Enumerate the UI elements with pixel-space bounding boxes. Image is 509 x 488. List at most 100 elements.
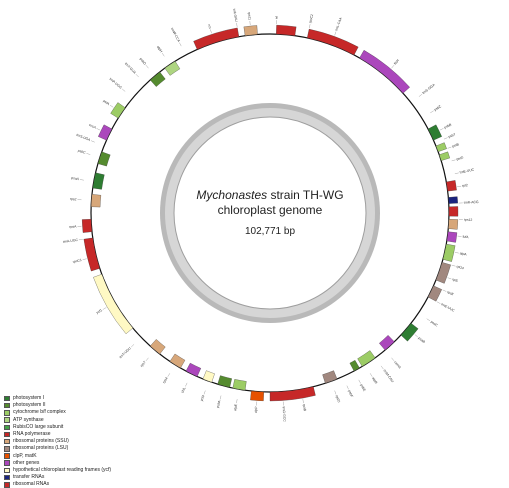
- gene-label-rpoC2: rpoC2: [308, 14, 314, 24]
- gene-tick-ycf1: [103, 308, 106, 310]
- gene-label-rps7: rps7: [139, 360, 146, 368]
- gene-block-rpoC1: [84, 238, 100, 271]
- gene-block-cemA: [379, 335, 394, 350]
- gene-label-rps11: rps11: [247, 12, 252, 21]
- legend-item: hypothetical chloroplast reading frames …: [4, 467, 204, 474]
- gene-label-atpH: atpH: [156, 45, 164, 54]
- gene-block-rpl5: [428, 286, 442, 301]
- gene-tick-psaA: [80, 179, 84, 180]
- gene-tick-psbZ: [430, 111, 433, 113]
- legend-item: clpP, matK: [4, 453, 204, 460]
- legend-swatch: [4, 446, 10, 452]
- gene-label-rpl20: rpl20: [335, 395, 341, 404]
- gene-label-psbF: psbF: [347, 389, 354, 398]
- gene-block-atpE: [233, 379, 247, 390]
- gene-label-rpl5: rpl5: [452, 277, 459, 283]
- gene-block-rrl: [276, 25, 296, 36]
- legend-item: cytochrome b/f complex: [4, 409, 204, 416]
- gene-tick-psbB: [440, 128, 444, 130]
- gene-block-psbD: [150, 72, 165, 87]
- gene-tick-psbC: [86, 153, 90, 154]
- gene-tick-trnE-UUC: [437, 302, 441, 304]
- genome-size: 102,771 bp: [170, 225, 370, 239]
- legend-swatch: [4, 403, 10, 409]
- legend-item: transfer RNAs: [4, 474, 204, 481]
- gene-label-rpl14: rpl14: [456, 264, 464, 270]
- legend-item: RubisCO large subunit: [4, 424, 204, 431]
- legend-swatch: [4, 460, 10, 466]
- gene-tick-psbF: [347, 386, 349, 390]
- gene-tick-psbT: [444, 138, 448, 140]
- gene-tick-rpoC1: [83, 259, 87, 260]
- legend-swatch: [4, 453, 10, 459]
- legend-item: photosystem II: [4, 402, 204, 409]
- gene-label-ccsA: ccsA: [88, 123, 97, 130]
- gene-label-trnR-ACG: trnR-ACG: [464, 200, 479, 205]
- gene-label-trnG-GCC: trnG-GCC: [282, 406, 287, 422]
- gene-label-psaC: psaC: [430, 320, 439, 328]
- gene-block-rpl: [446, 180, 456, 191]
- gene-tick-atpA: [455, 252, 459, 253]
- gene-tick-atpH: [162, 53, 164, 56]
- gene-tick-trnT-UGU: [131, 344, 134, 347]
- gene-block-rps12: [448, 219, 458, 229]
- gene-label-rrn: rrn: [207, 24, 212, 29]
- legend-swatch: [4, 410, 10, 416]
- gene-block-rps11: [244, 25, 258, 35]
- gene-block-rpoA: [82, 219, 92, 232]
- legend-label: transfer RNAs: [13, 474, 44, 481]
- legend-label: hypothetical chloroplast reading frames …: [13, 467, 111, 474]
- gene-label-rps4: rps4: [162, 376, 169, 384]
- gene-label-ycf1: ycf1: [96, 308, 103, 315]
- legend-label: photosystem I: [13, 395, 44, 402]
- gene-label-trnA-UGC: trnA-UGC: [63, 238, 79, 244]
- gene-label-ftsH: ftsH: [393, 58, 400, 66]
- gene-tick-rpoB: [303, 399, 304, 403]
- gene-label-trnS-UGA: trnS-UGA: [76, 133, 92, 142]
- gene-tick-psaC: [427, 319, 430, 321]
- legend-label: clpP, matK: [13, 453, 37, 460]
- gene-tick-ycf4: [204, 391, 205, 395]
- gene-tick-rpl20: [335, 391, 336, 395]
- gene-tick-trnI-GAU: [236, 23, 237, 27]
- legend-item: ATP synthase: [4, 417, 204, 424]
- gene-label-trnL-CAA: trnL-CAA: [334, 16, 343, 31]
- gene-block-ycf4: [203, 371, 215, 383]
- legend-label: ribosomal proteins (LSU): [13, 445, 68, 452]
- gene-block-rps7: [150, 339, 165, 354]
- legend-swatch: [4, 439, 10, 445]
- gene-tick-trnA-UGC: [79, 239, 83, 240]
- legend-label: other genes: [13, 460, 39, 467]
- gene-block-psaB: [401, 323, 418, 341]
- gene-label-trnE-UUC: trnE-UUC: [440, 302, 455, 313]
- gene-tick-petD: [452, 160, 456, 161]
- gene-block-petB: [436, 143, 447, 152]
- gene-block-petD: [439, 152, 450, 161]
- gene-tick-trnS-GGA: [419, 94, 422, 96]
- gene-tick-ccsA: [97, 128, 101, 130]
- gene-block-ccsA: [98, 125, 112, 140]
- gene-label-psbT: psbT: [448, 132, 457, 139]
- gene-label-psaB: psaB: [417, 336, 426, 345]
- legend-item: ribosomal proteins (LSU): [4, 445, 204, 452]
- gene-block-rpoB: [270, 387, 315, 401]
- gene-tick-psbE: [359, 380, 361, 384]
- gene-block-rrs: [449, 206, 458, 216]
- gene-tick-psaB: [415, 334, 418, 337]
- legend-item: other genes: [4, 460, 204, 467]
- legend-item: ribosomal proteins (SSU): [4, 438, 204, 445]
- legend-item: photosystem I: [4, 395, 204, 402]
- gene-label-psbB: psbB: [443, 122, 452, 129]
- gene-label-trnI-GAU: trnI-GAU: [232, 8, 238, 22]
- gene-tick-rps7: [146, 358, 149, 361]
- gene-tick-trnS-UGA: [91, 141, 95, 142]
- gene-label-psbE: psbE: [359, 383, 367, 392]
- gene-label-psbC: psbC: [77, 149, 86, 155]
- gene-tick-rpoC2: [309, 24, 310, 28]
- gene-label-clpP: clpP: [254, 406, 259, 414]
- legend-label: RubisCO large subunit: [13, 424, 63, 431]
- gene-label-atpE: atpE: [233, 403, 238, 411]
- gene-label-trnT-UGU: trnT-UGU: [119, 346, 133, 359]
- legend-swatch: [4, 468, 10, 474]
- gene-label-trnM-CAU: trnM-CAU: [383, 369, 395, 384]
